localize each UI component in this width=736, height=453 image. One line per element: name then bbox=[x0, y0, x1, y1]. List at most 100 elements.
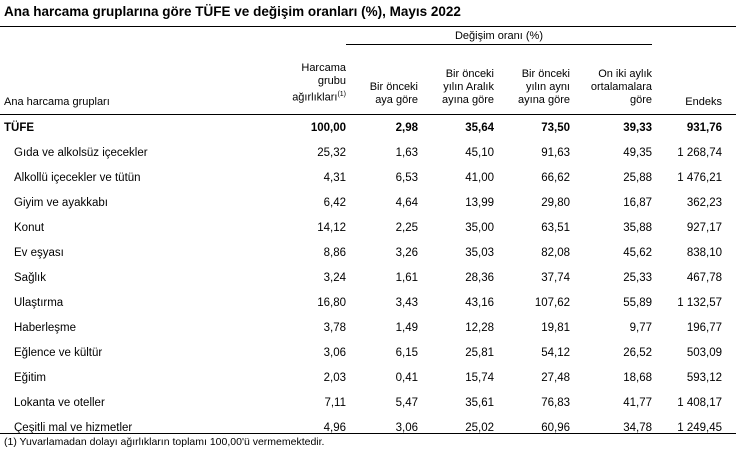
cell-index: 503,09 bbox=[686, 347, 722, 359]
cell-yoy: 107,62 bbox=[534, 297, 570, 309]
cell-index: 927,17 bbox=[686, 222, 722, 234]
footnote: (1) Yuvarlamadan dolayı ağırlıkların top… bbox=[4, 436, 325, 448]
cell-avg12: 41,77 bbox=[623, 397, 652, 409]
cell-group: Konut bbox=[14, 222, 45, 234]
cell-index: 1 476,21 bbox=[677, 172, 722, 184]
cell-weight: 14,12 bbox=[317, 222, 346, 234]
cell-monthly: 3,06 bbox=[395, 422, 418, 434]
cell-yoy: 76,83 bbox=[541, 397, 570, 409]
cell-index: 838,10 bbox=[686, 247, 722, 259]
weights-header-text: Harcama grubu ağırlıkları bbox=[292, 62, 346, 104]
cell-monthly: 1,63 bbox=[395, 147, 418, 159]
table-row: Alkollü içecekler ve tütün 4,31 6,53 41,00 6… bbox=[0, 166, 736, 190]
cell-yoy: 27,48 bbox=[541, 372, 570, 384]
cell-dec: 12,28 bbox=[465, 322, 494, 334]
cell-group: Gıda ve alkolsüz içecekler bbox=[14, 147, 148, 159]
table-row: Ev eşyası 8,86 3,26 35,03 82,08 45,62 838,10 bbox=[0, 241, 736, 265]
cell-weight: 3,24 bbox=[323, 272, 346, 284]
weights-footnote-ref: (1) bbox=[337, 91, 346, 98]
cell-avg12: 34,78 bbox=[623, 422, 652, 434]
cell-monthly: 1,49 bbox=[395, 322, 418, 334]
cell-yoy: 91,63 bbox=[541, 147, 570, 159]
cell-dec: 13,99 bbox=[465, 197, 494, 209]
cell-monthly: 4,64 bbox=[395, 197, 418, 209]
cell-yoy: 73,50 bbox=[541, 122, 570, 134]
cell-yoy: 60,96 bbox=[541, 422, 570, 434]
cell-weight: 25,32 bbox=[317, 147, 346, 159]
cell-weight: 3,78 bbox=[323, 322, 346, 334]
bottom-rule bbox=[0, 433, 736, 434]
cell-dec: 15,74 bbox=[465, 372, 494, 384]
group-header: Ana harcama grupları bbox=[4, 96, 110, 108]
table-row: Eğlence ve kültür 3,06 6,15 25,81 54,12 26,52… bbox=[0, 341, 736, 365]
cell-index: 1 268,74 bbox=[677, 147, 722, 159]
cell-group: Giyim ve ayakkabı bbox=[14, 197, 108, 209]
cell-group: Alkollü içecekler ve tütün bbox=[14, 172, 141, 184]
cell-dec: 41,00 bbox=[465, 172, 494, 184]
cell-avg12: 16,87 bbox=[623, 197, 652, 209]
cell-monthly: 2,98 bbox=[395, 122, 418, 134]
table-row: Lokanta ve oteller 7,11 5,47 35,61 76,83 41,7… bbox=[0, 391, 736, 415]
cell-monthly: 2,25 bbox=[395, 222, 418, 234]
header-bottom-rule bbox=[0, 114, 736, 115]
cell-dec: 25,02 bbox=[465, 422, 494, 434]
cell-yoy: 19,81 bbox=[541, 322, 570, 334]
cell-index: 1 249,45 bbox=[677, 422, 722, 434]
cell-index: 931,76 bbox=[686, 122, 722, 134]
change-group-rule bbox=[346, 44, 652, 45]
cell-avg12: 35,88 bbox=[623, 222, 652, 234]
cell-group: Çeşitli mal ve hizmetler bbox=[14, 422, 133, 434]
cell-group: Eğitim bbox=[14, 372, 46, 384]
cell-monthly: 5,47 bbox=[395, 397, 418, 409]
table-row: Giyim ve ayakkabı 6,42 4,64 13,99 29,80 16,87… bbox=[0, 191, 736, 215]
cell-dec: 25,81 bbox=[465, 347, 494, 359]
cell-weight: 8,86 bbox=[323, 247, 346, 259]
cell-monthly: 1,61 bbox=[395, 272, 418, 284]
weights-header: Harcama grubu ağırlıkları(1) bbox=[262, 62, 346, 105]
cell-yoy: 37,74 bbox=[541, 272, 570, 284]
cell-monthly: 3,43 bbox=[395, 297, 418, 309]
cell-group: Haberleşme bbox=[14, 322, 76, 334]
monthly-header: Bir önceki aya göre bbox=[369, 81, 418, 106]
cell-monthly: 3,26 bbox=[395, 247, 418, 259]
cell-yoy: 29,80 bbox=[541, 197, 570, 209]
cell-yoy: 54,12 bbox=[541, 347, 570, 359]
cell-dec: 43,16 bbox=[465, 297, 494, 309]
cell-yoy: 82,08 bbox=[541, 247, 570, 259]
table-row: Konut 14,12 2,25 35,00 63,51 35,88 927,17 bbox=[0, 216, 736, 240]
december-header: Bir önceki yılın Aralık ayına göre bbox=[442, 68, 494, 106]
cell-weight: 6,42 bbox=[323, 197, 346, 209]
cell-monthly: 0,41 bbox=[395, 372, 418, 384]
cell-avg12: 26,52 bbox=[623, 347, 652, 359]
cell-avg12: 55,89 bbox=[623, 297, 652, 309]
cell-group: TÜFE bbox=[4, 122, 35, 134]
avg12-header: On iki aylık ortalamalara göre bbox=[590, 68, 652, 106]
table-row: Gıda ve alkolsüz içecekler 25,32 1,63 45,10… bbox=[0, 141, 736, 165]
cell-group: Lokanta ve oteller bbox=[14, 397, 105, 409]
cell-weight: 4,31 bbox=[323, 172, 346, 184]
table-title: Ana harcama gruplarına göre TÜFE ve deği… bbox=[4, 4, 461, 19]
cell-dec: 35,03 bbox=[465, 247, 494, 259]
cell-group: Ev eşyası bbox=[14, 247, 64, 259]
cell-index: 362,23 bbox=[686, 197, 722, 209]
table-row: Çeşitli mal ve hizmetler 4,96 3,06 25,02 60,… bbox=[0, 416, 736, 440]
cell-avg12: 18,68 bbox=[623, 372, 652, 384]
cell-weight: 4,96 bbox=[323, 422, 346, 434]
table-row-total: TÜFE 100,00 2,98 35,64 73,50 39,33 931,76 bbox=[0, 116, 736, 140]
table-row: Eğitim 2,03 0,41 15,74 27,48 18,68 593,12 bbox=[0, 366, 736, 390]
cell-dec: 35,61 bbox=[465, 397, 494, 409]
cell-weight: 7,11 bbox=[324, 397, 346, 409]
cell-index: 593,12 bbox=[686, 372, 722, 384]
cell-monthly: 6,15 bbox=[395, 347, 418, 359]
index-header: Endeks bbox=[685, 96, 722, 108]
cell-dec: 35,64 bbox=[465, 122, 494, 134]
cell-avg12: 25,88 bbox=[623, 172, 652, 184]
cell-dec: 35,00 bbox=[465, 222, 494, 234]
cell-yoy: 66,62 bbox=[541, 172, 570, 184]
table-row: Sağlık 3,24 1,61 28,36 37,74 25,33 467,78 bbox=[0, 266, 736, 290]
cell-avg12: 49,35 bbox=[623, 147, 652, 159]
cell-index: 1 408,17 bbox=[677, 397, 722, 409]
cell-dec: 28,36 bbox=[465, 272, 494, 284]
cell-weight: 16,80 bbox=[317, 297, 346, 309]
change-group-header: Değişim oranı (%) bbox=[454, 30, 544, 42]
